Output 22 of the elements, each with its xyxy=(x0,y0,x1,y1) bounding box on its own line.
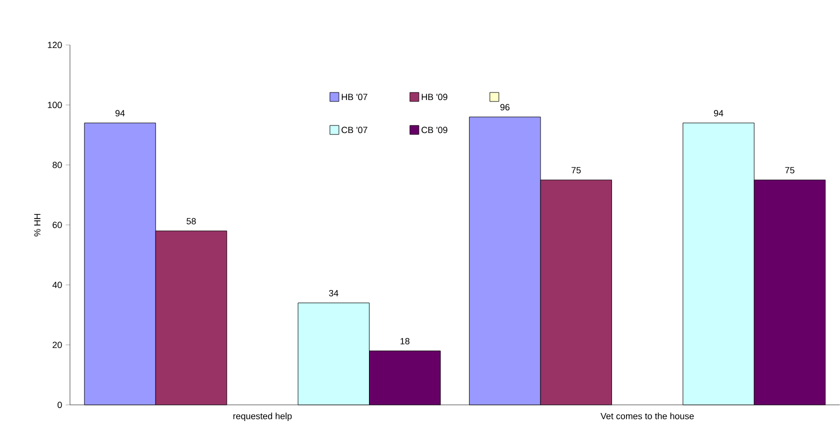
data-label: 94 xyxy=(714,110,724,116)
y-tick-label: 120 xyxy=(48,42,62,48)
legend-label: CB '07 xyxy=(342,126,368,134)
y-tick-label: 20 xyxy=(52,342,62,348)
data-label: 75 xyxy=(572,167,581,174)
legend-label: HB '07 xyxy=(342,94,368,100)
y-tick-label: 100 xyxy=(48,102,62,108)
data-label: 18 xyxy=(400,338,410,344)
legend-label: CB '09 xyxy=(422,126,448,134)
data-label: 96 xyxy=(500,104,510,110)
legend-label: HB '09 xyxy=(422,94,448,100)
y-tick-label: 80 xyxy=(52,162,62,168)
y-tick-label: 40 xyxy=(52,282,62,288)
y-tick-label: 0 xyxy=(58,402,62,408)
data-label: 75 xyxy=(785,167,794,174)
x-tick-label: requested help xyxy=(233,412,292,422)
x-tick-label: Vet comes to the house xyxy=(600,412,694,420)
data-label: 58 xyxy=(186,218,196,224)
y-axis-title: % HH xyxy=(34,214,40,236)
data-label: 34 xyxy=(329,290,338,296)
y-tick-label: 60 xyxy=(52,222,62,228)
data-label: 94 xyxy=(115,110,125,116)
